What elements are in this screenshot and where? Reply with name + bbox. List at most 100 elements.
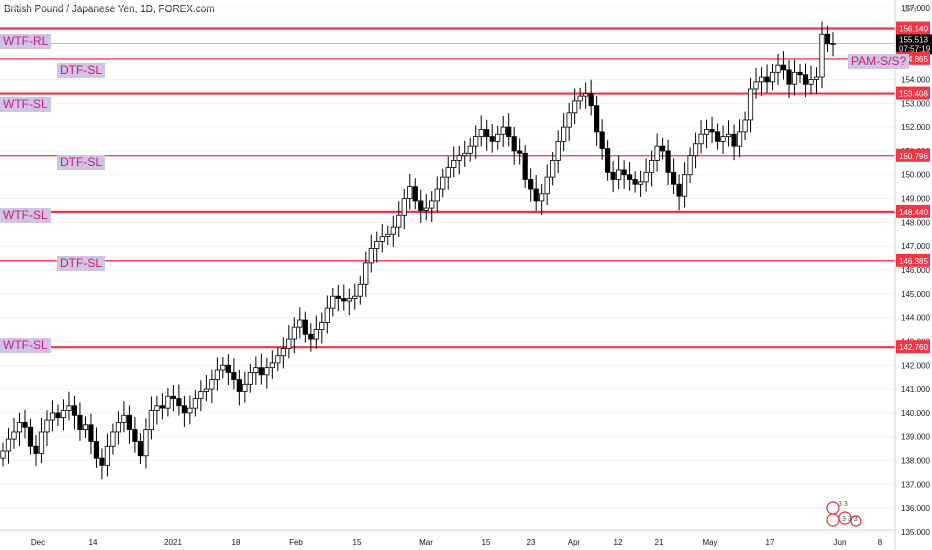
candle-up <box>44 419 50 433</box>
level-annotation-tag[interactable]: WTF-SL <box>0 97 51 112</box>
candle-up <box>104 445 111 466</box>
level-price-label: 153.408 <box>899 90 928 99</box>
candle-down <box>522 152 528 180</box>
price-tick-label: 139.000 <box>901 433 930 442</box>
candle-up <box>451 160 457 168</box>
time-tick-label: 8 <box>878 538 883 547</box>
time-tick-label: Apr <box>568 538 581 547</box>
time-tick-label: Feb <box>289 538 303 547</box>
price-tick-label: 137.000 <box>901 480 930 489</box>
candle-down <box>132 429 138 442</box>
candle-down <box>231 372 237 380</box>
candle-up <box>467 145 473 154</box>
level-price-label: 142.760 <box>899 343 928 352</box>
candle-down <box>594 105 600 133</box>
candle-down <box>181 405 187 414</box>
candle-up <box>275 355 281 364</box>
candle-down <box>225 364 231 373</box>
candle-down <box>764 76 770 83</box>
candle-up <box>203 388 209 392</box>
candle-up <box>401 198 407 216</box>
level-annotation-tag[interactable]: WTF-RL <box>0 34 52 49</box>
time-axis: Dec 14 2021 18 Feb 15 Mar 15 23 Apr 12 21 May 17 Jun 8 <box>31 538 883 547</box>
candle-up <box>330 295 336 309</box>
candle-down <box>797 71 803 76</box>
candle-down <box>236 379 242 392</box>
candle-down <box>610 171 616 180</box>
candle-up <box>291 326 297 340</box>
candle-down <box>302 319 308 335</box>
grid <box>0 7 895 533</box>
level-price-box <box>896 204 930 218</box>
candle-up <box>363 262 369 285</box>
candle-up <box>5 438 12 452</box>
candle-up <box>390 226 396 235</box>
candle-up <box>209 379 215 390</box>
candle-up <box>758 76 765 83</box>
price-tick-label: 138.000 <box>901 457 930 466</box>
candle-up <box>638 181 644 185</box>
candle-up <box>687 155 693 176</box>
candle-up <box>681 174 688 197</box>
candle-down <box>511 136 517 152</box>
candle-up <box>396 214 402 228</box>
time-tick-label: 12 <box>614 538 623 547</box>
candle-up <box>445 167 451 178</box>
level-annotation-tag[interactable]: PAM-S/S? <box>848 54 910 69</box>
level-annotation-tag[interactable]: WTF-SL <box>0 208 51 223</box>
candle-up <box>572 100 578 114</box>
candle-up <box>66 405 72 411</box>
svg-text:3 3: 3 3 <box>838 501 848 508</box>
candle-down <box>802 74 809 85</box>
candle-down <box>605 148 611 173</box>
time-tick-label: 23 <box>527 538 536 547</box>
candle-up <box>253 367 259 373</box>
price-tick-label: 140.000 <box>901 409 930 418</box>
level-price-box <box>896 340 930 354</box>
candle-up <box>555 140 561 161</box>
candles <box>0 21 836 480</box>
candle-up <box>775 64 781 73</box>
level-annotation-tag[interactable]: DTF-SL <box>57 256 105 271</box>
level-annotation-tag[interactable]: WTF-SL <box>0 338 51 353</box>
candle-up <box>60 410 67 419</box>
level-price-label: 146.385 <box>899 257 928 266</box>
candle-down <box>660 145 666 152</box>
candle-up <box>286 338 292 349</box>
level-price-label: 148.440 <box>899 208 928 217</box>
candle-up <box>643 171 649 183</box>
price-tick-label: 145.000 <box>901 290 930 299</box>
candle-down <box>489 136 495 142</box>
level-annotation-tag[interactable]: DTF-SL <box>57 63 105 78</box>
candle-down <box>170 395 176 400</box>
candle-down <box>308 333 314 340</box>
candle-up <box>198 391 204 400</box>
candle-down <box>341 298 347 302</box>
candle-up <box>313 329 319 340</box>
candle-up <box>703 129 710 135</box>
candle-up <box>654 145 660 161</box>
candle-up <box>813 76 820 80</box>
candle-up <box>725 133 732 138</box>
candle-up <box>440 176 446 190</box>
candle-up <box>379 236 385 242</box>
level-annotation-tag[interactable]: DTF-SL <box>57 155 105 170</box>
time-tick-label: Mar <box>419 538 433 547</box>
candle-down <box>709 129 715 133</box>
price-tick-label: 146.000 <box>901 266 930 275</box>
candle-down <box>632 179 638 185</box>
candle-down <box>71 405 78 416</box>
chart-title: British Pound / Japanese Yen, 1D, FOREX.… <box>4 4 215 15</box>
candle-down <box>159 405 166 409</box>
candle-up <box>165 395 171 409</box>
candle-up <box>368 248 374 264</box>
candle-up <box>742 119 748 133</box>
logo-watermark: 3 3 3 3 3 <box>826 501 862 527</box>
candle-up <box>154 405 160 411</box>
level-price-box <box>896 21 930 35</box>
candle-up <box>214 369 220 380</box>
candle-down <box>137 441 144 457</box>
candle-down <box>88 424 94 442</box>
